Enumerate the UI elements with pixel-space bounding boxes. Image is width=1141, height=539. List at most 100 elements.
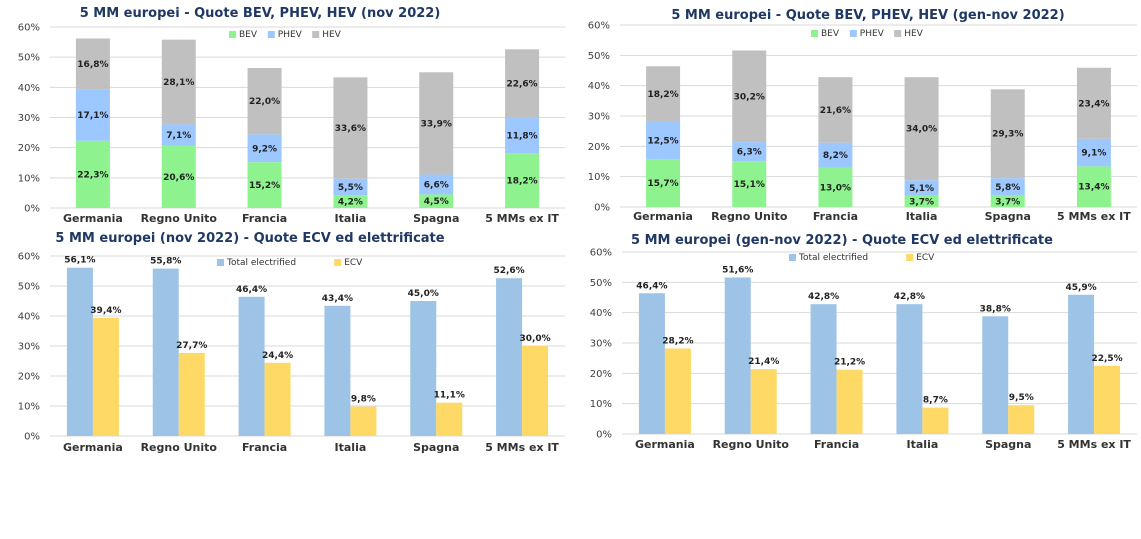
legend-swatch	[217, 259, 224, 266]
y-tick-label: 10%	[588, 172, 610, 183]
bar	[522, 346, 549, 436]
bar-segment	[333, 77, 368, 179]
y-tick-label: 10%	[18, 173, 40, 184]
data-label: 21,6%	[820, 106, 851, 116]
chart-title: 5 MM europei - Quote BEV, PHEV, HEV (nov…	[80, 6, 441, 21]
bar	[750, 369, 777, 434]
data-label: 33,6%	[335, 124, 366, 134]
x-category-label: 5 MMs ex IT	[485, 441, 559, 454]
bar	[836, 369, 863, 434]
data-label: 11,1%	[434, 391, 465, 401]
bar	[982, 316, 1009, 434]
bar	[638, 293, 665, 434]
data-label: 20,6%	[163, 173, 194, 183]
data-label: 15,2%	[249, 181, 280, 191]
data-label: 22,0%	[249, 97, 280, 107]
x-category-label: Francia	[242, 441, 287, 454]
x-category-label: Spagna	[985, 210, 1031, 223]
data-label: 21,4%	[748, 357, 779, 367]
data-label: 21,2%	[834, 358, 865, 368]
x-category-label: Italia	[335, 212, 367, 225]
data-label: 38,8%	[980, 304, 1011, 314]
legend-label: ECV	[916, 253, 935, 263]
bar	[724, 277, 751, 434]
x-category-label: Italia	[906, 210, 938, 223]
x-category-label: Francia	[813, 210, 858, 223]
y-tick-label: 40%	[590, 308, 612, 319]
chart-title: 5 MM europei (nov 2022) - Quote ECV ed e…	[55, 231, 444, 246]
data-label: 8,2%	[823, 151, 848, 161]
data-label: 13,4%	[1078, 183, 1109, 193]
y-tick-label: 20%	[18, 143, 40, 154]
data-label: 45,0%	[408, 289, 439, 299]
data-label: 23,4%	[1078, 99, 1109, 109]
y-tick-label: 60%	[590, 248, 612, 259]
chart-svg: 0% 10% 20% 30% 40% 50% 60% 5 MM europei - Quote…	[18, 6, 565, 225]
x-category-label: Regno Unito	[141, 212, 218, 225]
data-label: 15,1%	[734, 180, 765, 190]
bar-segment	[990, 89, 1025, 179]
bar-segment	[333, 195, 368, 208]
chart-svg: 0% 10% 20% 30% 40% 50% 60% 5 MM europei (gen-no…	[590, 233, 1137, 451]
x-category-label: 5 MMs ex IT	[485, 212, 559, 225]
data-label: 6,6%	[424, 180, 449, 190]
y-tick-label: 0%	[24, 432, 40, 443]
bar-segment	[75, 140, 110, 208]
bar-segment	[161, 145, 196, 208]
legend-label: BEV	[821, 29, 840, 39]
bar-segment	[505, 153, 540, 208]
y-tick-label: 50%	[18, 53, 40, 64]
y-tick-label: 0%	[24, 204, 40, 215]
y-tick-label: 20%	[588, 142, 610, 153]
bar	[350, 406, 377, 436]
legend-label: HEV	[904, 29, 923, 39]
data-label: 28,2%	[662, 336, 693, 346]
bar	[66, 267, 93, 436]
x-category-label: Germania	[635, 438, 695, 451]
data-label: 5,5%	[338, 183, 363, 193]
data-label: 9,8%	[351, 395, 376, 405]
data-label: 46,4%	[236, 285, 267, 295]
legend-label: Total electrified	[226, 258, 296, 268]
chart-svg: 0% 10% 20% 30% 40% 50% 60% 5 MM europei - Quote…	[588, 8, 1137, 223]
bar-segment	[818, 167, 853, 207]
data-label: 18,2%	[647, 90, 678, 100]
y-tick-label: 30%	[590, 339, 612, 350]
data-label: 42,8%	[894, 292, 925, 302]
y-tick-label: 20%	[590, 369, 612, 380]
bar-segment	[904, 195, 939, 207]
legend-label: ECV	[344, 258, 363, 268]
data-label: 52,6%	[493, 266, 524, 276]
data-label: 56,1%	[64, 256, 95, 266]
data-label: 51,6%	[722, 265, 753, 275]
legend-swatch	[789, 254, 796, 261]
x-category-label: Spagna	[985, 438, 1031, 451]
bar	[810, 304, 837, 434]
y-tick-label: 0%	[596, 430, 612, 441]
x-category-label: Francia	[242, 212, 287, 225]
chart-title: 5 MM europei - Quote BEV, PHEV, HEV (gen…	[671, 8, 1064, 23]
y-tick-label: 60%	[588, 21, 610, 32]
bar-segment	[505, 49, 540, 118]
data-label: 29,3%	[992, 130, 1023, 140]
x-category-label: 5 MMs ex IT	[1057, 210, 1131, 223]
data-label: 4,5%	[424, 197, 449, 207]
bar	[324, 305, 351, 436]
x-category-label: Italia	[907, 438, 939, 451]
chart-title: 5 MM europei (gen-nov 2022) - Quote ECV …	[631, 233, 1053, 248]
y-tick-label: 40%	[588, 81, 610, 92]
bar-segment	[161, 124, 196, 146]
data-label: 7,1%	[166, 131, 191, 141]
data-label: 28,1%	[163, 78, 194, 88]
legend-swatch	[811, 30, 818, 37]
bar	[178, 352, 205, 436]
bar	[264, 362, 291, 436]
bar-segment	[247, 134, 282, 163]
x-category-label: Germania	[63, 441, 123, 454]
bar	[896, 304, 923, 434]
data-label: 8,7%	[923, 396, 948, 406]
data-label: 18,2%	[506, 177, 537, 187]
data-label: 12,5%	[647, 136, 678, 146]
bar	[1094, 365, 1121, 434]
data-label: 55,8%	[150, 257, 181, 267]
